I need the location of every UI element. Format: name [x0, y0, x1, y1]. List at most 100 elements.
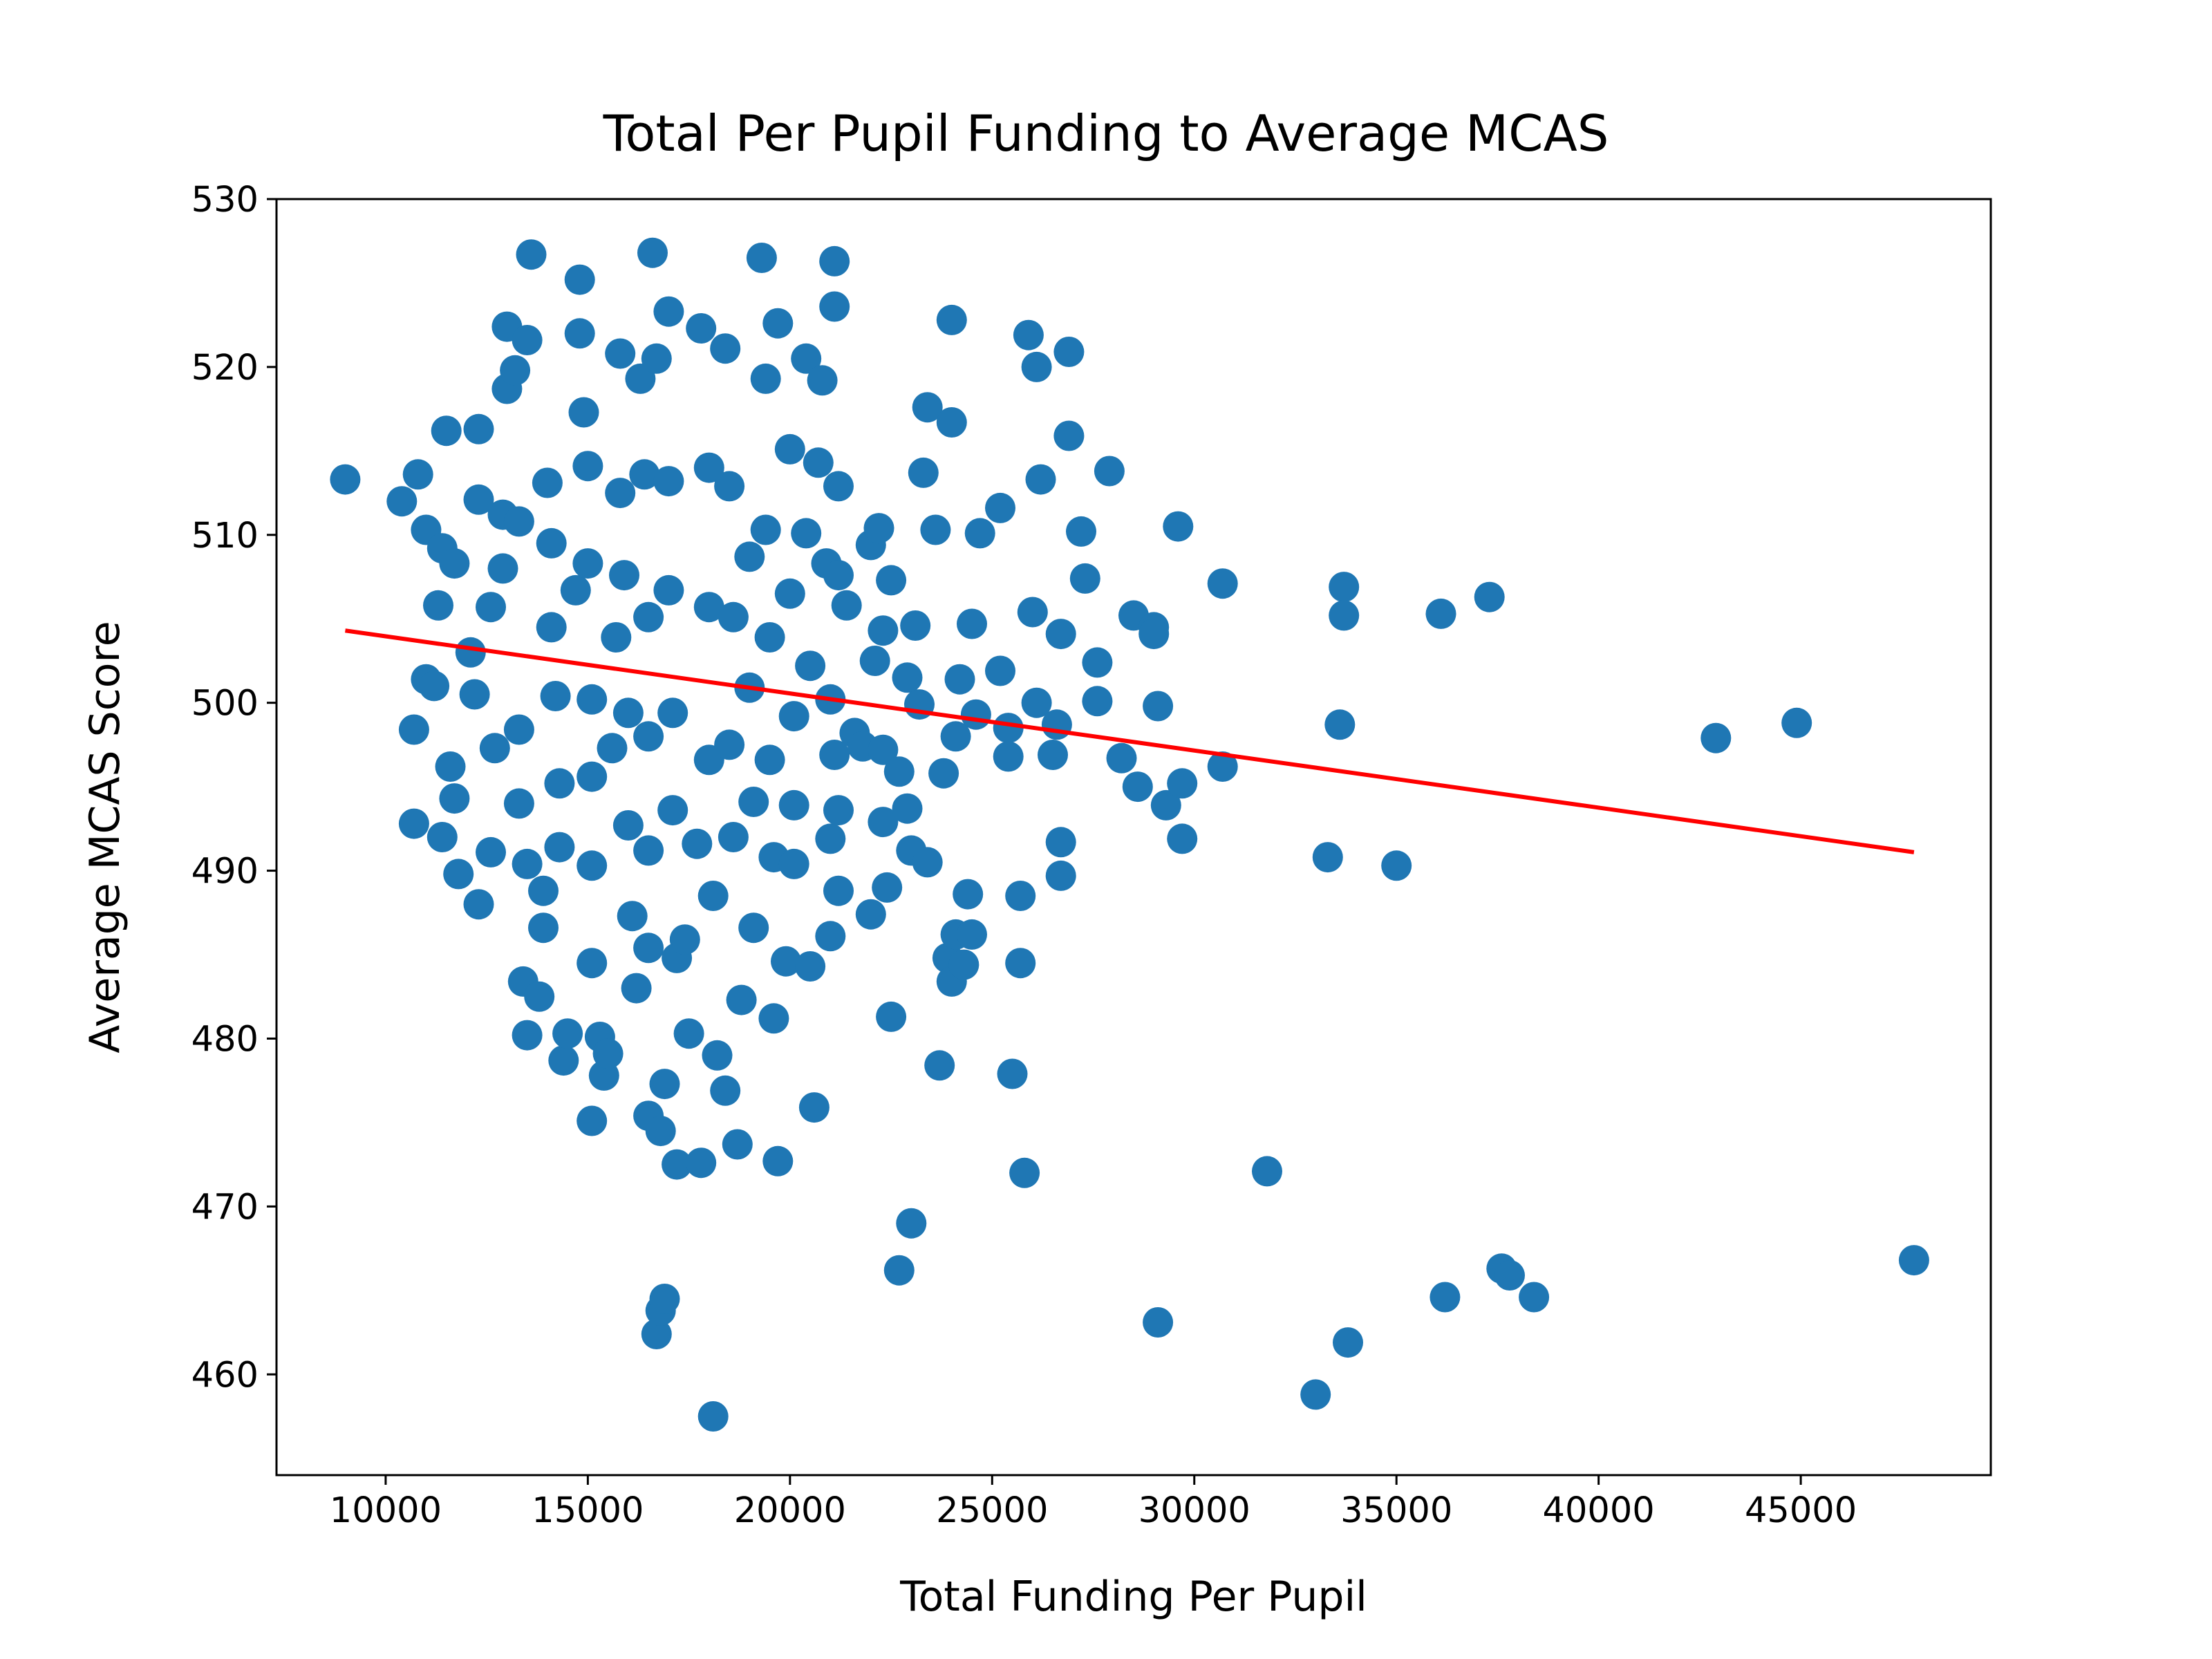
- scatter-point-189: [985, 655, 1015, 686]
- y-axis-label: Average MCAS Score: [81, 621, 129, 1053]
- scatter-point-63: [601, 622, 632, 653]
- scatter-point-125: [774, 433, 805, 465]
- scatter-point-185: [957, 608, 987, 639]
- scatter-point-126: [774, 578, 805, 609]
- scatter-point-235: [1430, 1282, 1461, 1313]
- x-tick-label-35000: 35000: [1340, 1490, 1452, 1531]
- scatter-point-127: [778, 701, 809, 732]
- scatter-point-14: [443, 859, 474, 890]
- scatter-point-117: [750, 514, 781, 545]
- x-tick-label-45000: 45000: [1745, 1490, 1857, 1531]
- scatter-point-108: [718, 822, 749, 852]
- scatter-point-10: [431, 415, 462, 447]
- scatter-point-45: [544, 832, 575, 863]
- x-tick-label-20000: 20000: [734, 1490, 846, 1531]
- scatter-point-160: [876, 1001, 907, 1032]
- scatter-point-119: [754, 744, 785, 776]
- scatter-point-143: [819, 740, 850, 770]
- scatter-point-182: [948, 949, 980, 980]
- scatter-point-13: [439, 783, 470, 814]
- scatter-point-159: [876, 565, 907, 596]
- y-tick-label-530: 530: [191, 180, 259, 221]
- scatter-point-89: [657, 795, 688, 826]
- scatter-point-130: [791, 343, 822, 374]
- scatter-point-53: [572, 548, 603, 579]
- scatter-point-113: [738, 787, 769, 817]
- scatter-point-141: [819, 245, 850, 276]
- scatter-point-94: [682, 828, 713, 859]
- scatter-point-33: [516, 239, 547, 270]
- scatter-point-95: [686, 313, 717, 344]
- scatter-point-91: [662, 1149, 693, 1180]
- scatter-point-29: [503, 506, 534, 537]
- scatter-point-83: [645, 1116, 676, 1147]
- scatter-point-2: [402, 459, 433, 490]
- scatter-point-135: [803, 447, 834, 478]
- y-axis-ticks: 460 470 480 490 500 510 520 530: [191, 180, 276, 1396]
- y-tick-label-510: 510: [191, 516, 259, 556]
- y-tick-label-480: 480: [191, 1019, 259, 1060]
- scatter-point-67: [612, 697, 644, 729]
- scatter-point-236: [1474, 581, 1505, 612]
- scatter-point-21: [476, 836, 506, 868]
- scatter-point-131: [791, 518, 822, 549]
- scatter-point-100: [697, 881, 729, 911]
- scatter-point-97: [693, 452, 724, 483]
- scatter-point-238: [1494, 1260, 1525, 1291]
- scatter-point-46: [548, 1045, 579, 1076]
- scatter-point-122: [762, 308, 794, 339]
- scatter-point-73: [633, 601, 664, 632]
- scatter-point-42: [536, 612, 567, 643]
- scatter-point-114: [738, 912, 769, 944]
- trend-line-group: [345, 628, 1915, 854]
- scatter-point-54: [577, 684, 608, 715]
- scatter-point-98: [693, 592, 724, 623]
- scatter-point-147: [823, 875, 854, 906]
- scatter-point-158: [872, 872, 903, 903]
- x-axis-ticks: 10000 15000 20000 25000 30000 35000 40000 45000: [330, 1475, 1857, 1531]
- scatter-point-165: [896, 1208, 927, 1239]
- scatter-point-215: [1122, 771, 1153, 803]
- scatter-point-74: [633, 721, 664, 752]
- scatter-point-36: [512, 1020, 543, 1051]
- scatter-point-226: [1252, 1156, 1282, 1187]
- x-tick-label-15000: 15000: [532, 1490, 644, 1531]
- scatter-point-203: [1045, 827, 1076, 858]
- scatter-point-78: [637, 237, 668, 268]
- scatter-point-23: [479, 733, 510, 764]
- scatter-point-227: [1300, 1379, 1331, 1410]
- scatter-point-211: [1082, 686, 1113, 717]
- scatter-point-151: [855, 899, 886, 930]
- scatter-point-155: [868, 615, 899, 646]
- scatter-point-197: [1017, 597, 1048, 628]
- scatter-point-80: [641, 1319, 672, 1349]
- scatter-point-190: [993, 713, 1024, 744]
- scatter-point-65: [605, 478, 636, 509]
- scatter-point-181: [944, 664, 975, 695]
- scatter-point-230: [1329, 572, 1360, 603]
- y-tick-label-490: 490: [191, 852, 259, 892]
- scatter-point-38: [528, 912, 559, 944]
- scatter-point-31: [503, 788, 534, 819]
- scatter-point-208: [1066, 516, 1096, 547]
- scatter-point-171: [912, 847, 943, 878]
- scatter-point-20: [463, 889, 494, 920]
- scatter-point-34: [512, 848, 543, 879]
- scatter-point-37: [524, 981, 555, 1012]
- scatter-point-106: [718, 601, 749, 632]
- scatter-point-22: [476, 592, 506, 623]
- scatter-point-224: [1207, 568, 1238, 599]
- scatter-point-51: [568, 397, 599, 428]
- scatter-point-144: [823, 560, 854, 591]
- scatter-point-17: [459, 679, 490, 710]
- scatter-point-179: [940, 721, 971, 752]
- scatter-point-146: [823, 795, 854, 826]
- scatter-point-178: [936, 304, 967, 335]
- scatter-point-193: [1005, 881, 1036, 911]
- scatter-point-101: [702, 1040, 733, 1071]
- scatter-point-28: [500, 355, 531, 386]
- scatter-point-124: [771, 946, 801, 977]
- scatter-point-229: [1324, 709, 1356, 740]
- data-points: [330, 237, 1929, 1432]
- scatter-point-161: [883, 756, 915, 787]
